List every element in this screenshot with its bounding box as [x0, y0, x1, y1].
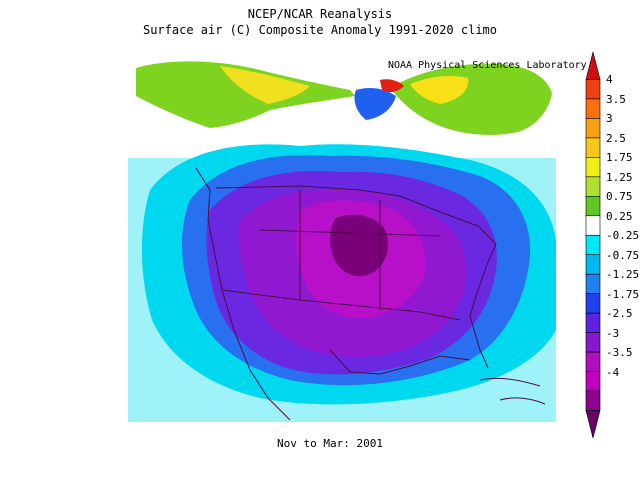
- colorbar-swatch: [585, 118, 601, 139]
- colorbar-swatch: [585, 215, 601, 236]
- colorbar-swatch: [585, 98, 601, 119]
- map-title: NCEP/NCAR Reanalysis: [247, 7, 393, 21]
- colorbar-tick-label: -0.75: [606, 248, 640, 262]
- arctic-warm-spot: [380, 79, 404, 93]
- arctic-cap-west-yellow: [220, 66, 310, 104]
- colorbar-swatch: [585, 371, 601, 392]
- colorbar-swatch: [585, 312, 601, 333]
- arctic-cap-east-yellow: [410, 76, 469, 104]
- colorbar-swatch: [585, 196, 601, 217]
- colorbar-tick-label: 0.75: [606, 190, 633, 204]
- colorbar-tick-label: 0.25: [606, 209, 633, 223]
- coastlines: [195, 167, 546, 421]
- colorbar-swatch: [585, 254, 601, 275]
- colorbar-swatch: [585, 157, 601, 178]
- colorbar-swatch: [585, 137, 601, 158]
- colorbar-swatch: [585, 390, 601, 411]
- colorbar-swatch: [585, 79, 601, 100]
- credit-label: NOAA Physical Sciences Laboratory: [388, 60, 587, 71]
- colorbar-tick-label: -0.25: [606, 229, 640, 243]
- colorbar-swatch: [585, 332, 601, 353]
- arctic-blue-patch: [354, 88, 396, 120]
- colorbar-tick-label: -4: [606, 365, 620, 379]
- colorbar-swatch: [585, 234, 601, 256]
- colorbar-tick-label: 1.25: [606, 170, 633, 184]
- colorbar-tick-label: 4: [606, 73, 613, 87]
- colorbar-tick-label: -3.5: [606, 346, 633, 360]
- colorbar-swatch: [585, 351, 601, 372]
- colorbar-tick-label: 2.5: [606, 131, 626, 145]
- colorbar-tick-label: 3.5: [606, 92, 626, 106]
- colorbar-swatch: [585, 293, 601, 314]
- colorbar-tick-label: -1.75: [606, 287, 640, 301]
- colorbar-tick-label: -1.25: [606, 268, 640, 282]
- colorbar-swatch: [585, 51, 601, 80]
- arctic-band: [128, 86, 556, 158]
- colorbar-tick-label: -2.5: [606, 307, 633, 321]
- time-caption: Nov to Mar: 2001: [277, 437, 383, 450]
- arctic-cap-west: [136, 61, 355, 128]
- anomaly-core: [330, 214, 389, 277]
- colorbar-swatch: [585, 273, 601, 294]
- colorbar-swatch: [585, 176, 601, 197]
- colorbar-swatch: [585, 410, 601, 439]
- colorbar-tick-label: -3: [606, 326, 620, 340]
- colorbar-tick-label: 1.75: [606, 151, 633, 165]
- colorbar-tick-label: 3: [606, 112, 613, 126]
- map-subtitle: Surface air (C) Composite Anomaly 1991-2…: [142, 23, 497, 37]
